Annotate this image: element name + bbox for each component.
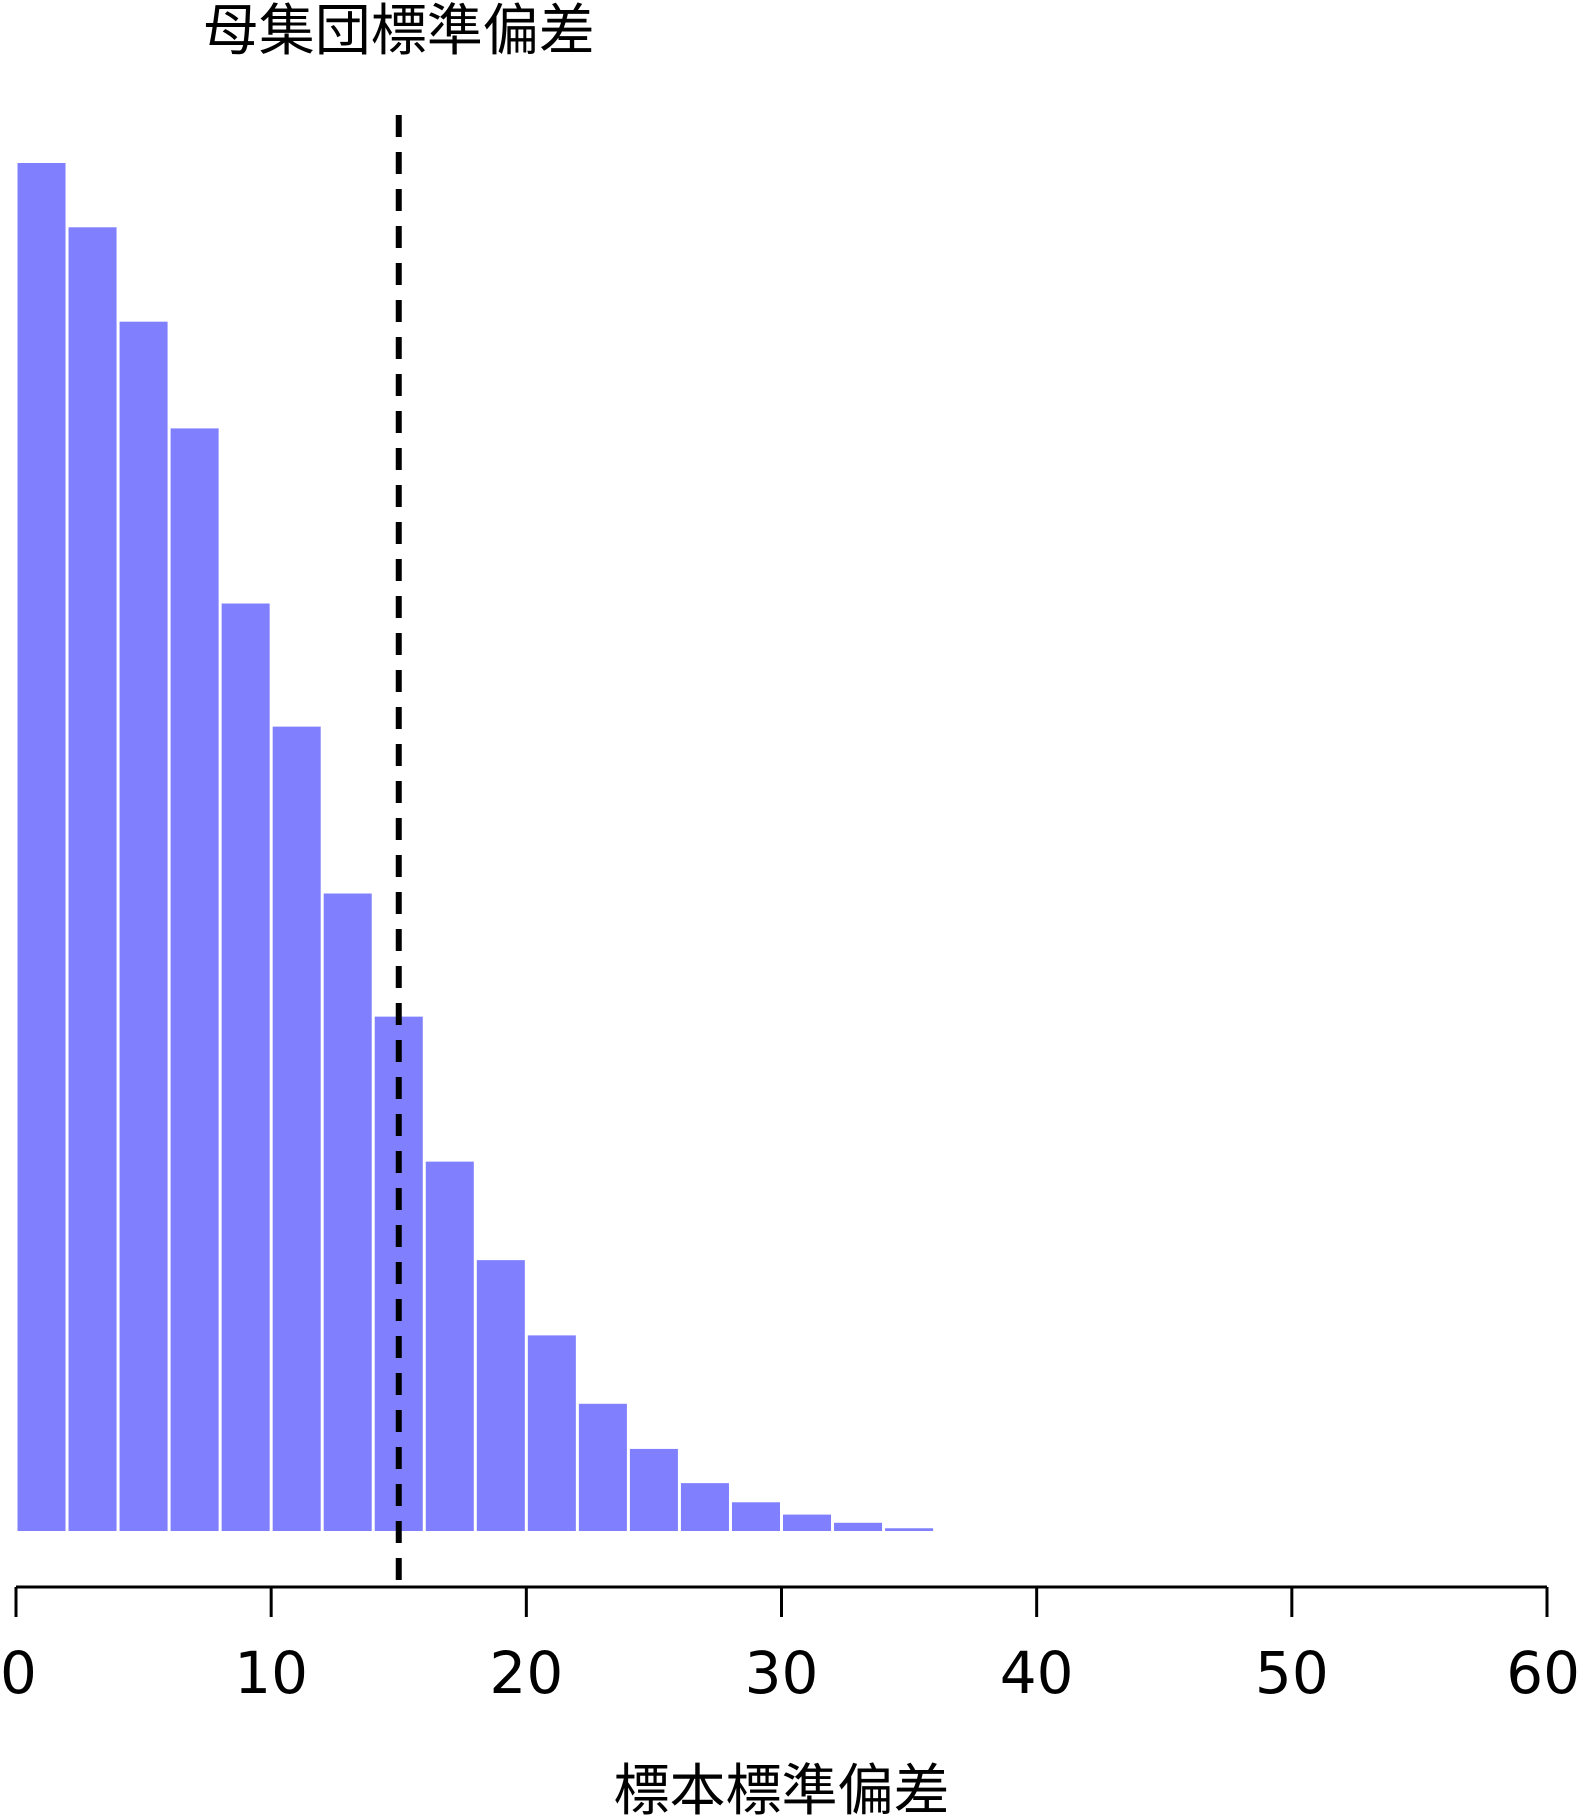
histogram-bar bbox=[834, 1522, 883, 1531]
histogram-bar bbox=[68, 227, 117, 1531]
x-tick-label: 20 bbox=[489, 1639, 563, 1707]
x-tick-label: 50 bbox=[1255, 1639, 1329, 1707]
reference-line-label: 母集団標準偏差 bbox=[203, 0, 595, 64]
histogram-bar bbox=[578, 1403, 627, 1531]
histogram-bar bbox=[731, 1502, 780, 1531]
x-tick-label: 30 bbox=[745, 1639, 819, 1707]
histogram-bar bbox=[119, 321, 168, 1532]
histogram-bar bbox=[323, 893, 372, 1531]
histogram-bar bbox=[885, 1528, 934, 1531]
histogram-bar bbox=[527, 1335, 576, 1531]
histogram-bars bbox=[17, 163, 934, 1532]
histogram-bar bbox=[425, 1161, 474, 1531]
histogram-bar bbox=[17, 163, 66, 1531]
histogram-bar bbox=[272, 726, 321, 1531]
histogram-bar bbox=[170, 428, 219, 1531]
x-axis-title: 標本標準偏差 bbox=[614, 1759, 950, 1820]
x-tick-label: 10 bbox=[234, 1639, 308, 1707]
x-tick-label: 0 bbox=[0, 1639, 37, 1707]
x-tick-label: 40 bbox=[1000, 1639, 1074, 1707]
histogram-bar bbox=[680, 1483, 729, 1531]
histogram-bar bbox=[629, 1448, 678, 1531]
x-tick-label: 60 bbox=[1506, 1639, 1580, 1707]
histogram-bar bbox=[476, 1260, 525, 1531]
histogram-bar bbox=[221, 603, 270, 1531]
x-axis-ticks: 0 10 20 30 40 50 60 bbox=[0, 1587, 1580, 1707]
histogram-bar bbox=[783, 1514, 832, 1531]
